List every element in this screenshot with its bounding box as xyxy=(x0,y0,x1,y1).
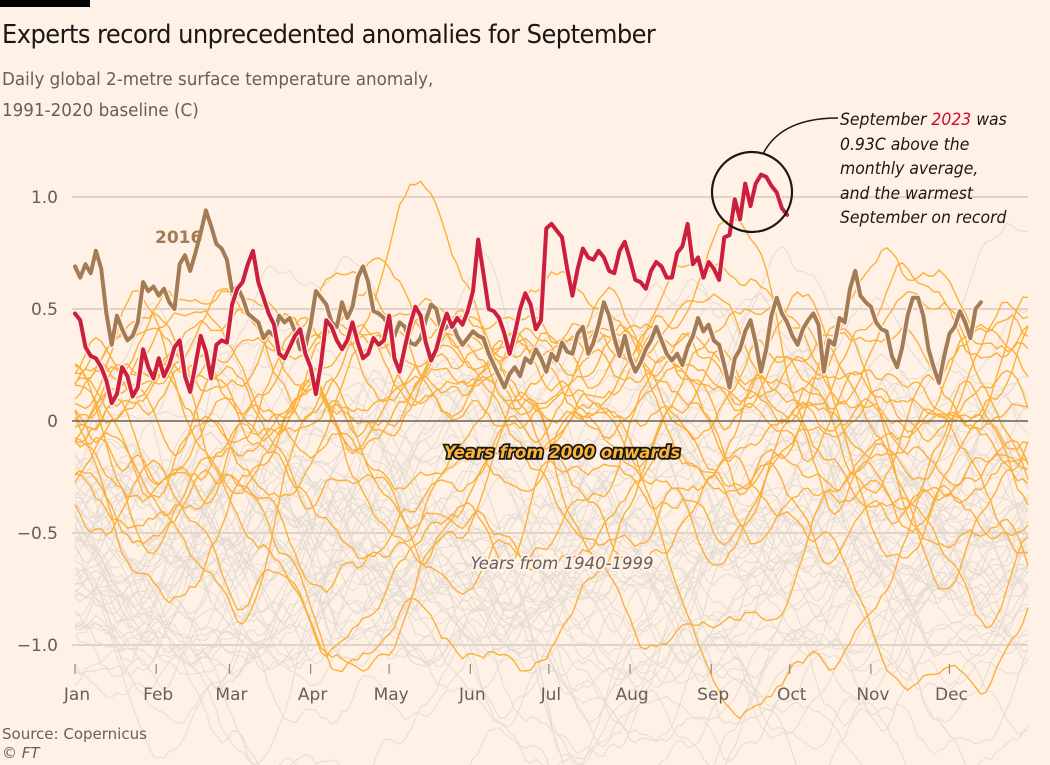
series-line-1940-1999 xyxy=(74,462,1029,630)
annotation-text: September xyxy=(840,110,932,130)
x-tick-label: Feb xyxy=(143,685,173,705)
copyright-note: © FT xyxy=(2,744,40,762)
series-line-1940-1999 xyxy=(74,553,1029,765)
source-note: Source: Copernicus xyxy=(2,725,147,743)
annotation-line-2: 0.93C above the xyxy=(840,134,970,155)
y-tick-label: 0 xyxy=(47,412,58,432)
annotation-line-5: September on record xyxy=(840,208,1007,228)
series-line-2000-onwards xyxy=(74,286,1029,545)
annotation-september-2023: September 2023 was 0.93C above the month… xyxy=(840,108,1007,231)
annotation-line-4: and the warmest xyxy=(840,183,973,204)
series-line-2000-onwards xyxy=(74,354,1029,561)
subtitle-line-1: Daily global 2-metre surface temperature… xyxy=(2,69,434,90)
series-line-1940-1999 xyxy=(74,473,1029,658)
series-line-2000-onwards xyxy=(74,380,1029,594)
series-line-1940-1999 xyxy=(74,362,1029,526)
callout-circle xyxy=(710,150,794,234)
series-line-1940-1999 xyxy=(74,348,1029,669)
label-years-1940-1999: Years from 1940-1999 xyxy=(470,554,653,573)
x-tick-label: Aug xyxy=(615,685,648,705)
series-line-1940-1999 xyxy=(74,440,1029,658)
series-line-2000-onwards xyxy=(74,270,1029,503)
copyright-name: FT xyxy=(21,744,40,762)
series-line-2000-onwards xyxy=(74,257,1029,590)
annotation-line-1: September 2023 was xyxy=(840,108,1007,133)
x-tick-label: Dec xyxy=(935,685,968,705)
series-line-2000-onwards xyxy=(74,262,1029,459)
series-line-1940-1999 xyxy=(74,401,1029,585)
series-line-1940-1999 xyxy=(74,251,1029,516)
x-tick-label: Mar xyxy=(215,685,247,705)
copyright-symbol: © xyxy=(2,744,17,762)
y-tick-label: 1.0 xyxy=(31,188,58,208)
series-line-2000-onwards xyxy=(74,391,1029,696)
x-tick-label: May xyxy=(374,685,409,705)
x-axis: Jan Feb Mar Apr May Jun Jul Aug Sep Oct Nov Dec xyxy=(63,664,968,705)
series-line-2000-onwards xyxy=(74,311,1029,658)
series-line-2000-onwards xyxy=(74,331,1029,492)
september-callout xyxy=(710,117,839,234)
y-tick-label: 0.5 xyxy=(31,300,58,320)
x-tick-label: Jun xyxy=(458,685,486,705)
series-line-1940-1999 xyxy=(74,462,1029,748)
annotation-highlight-year: 2023 xyxy=(931,110,972,130)
y-tick-label: −1.0 xyxy=(17,636,58,656)
series-line-1940-1999 xyxy=(74,476,1029,663)
series-line-1940-1999 xyxy=(74,442,1029,765)
series-line-1940-1999 xyxy=(74,388,1029,679)
chart-annotations: 2016 Years from 2000 onwards Years from … xyxy=(155,228,682,575)
series-line-1940-1999 xyxy=(74,572,1029,765)
series-line-1940-1999 xyxy=(74,404,1029,724)
series-line-2000-onwards xyxy=(74,291,1029,673)
series-group-1940-1999 xyxy=(74,222,1029,765)
x-tick-label: Sep xyxy=(697,685,729,705)
y-tick-label: −0.5 xyxy=(17,524,58,544)
x-tick-label: Nov xyxy=(856,685,889,705)
series-line-2000-onwards xyxy=(74,335,1029,555)
annotation-text: was xyxy=(971,110,1007,130)
series-line-1940-1999 xyxy=(74,415,1029,617)
series-line-2000-onwards xyxy=(74,378,1029,625)
series-line-1940-1999 xyxy=(74,439,1029,756)
y-axis-labels: 1.0 0.5 0 −0.5 −1.0 xyxy=(17,188,58,656)
series-line-1940-1999 xyxy=(74,643,907,765)
series-line-2000-onwards xyxy=(74,218,1029,543)
x-tick-label: Oct xyxy=(777,685,807,705)
subtitle-line-2: 1991-2020 baseline (C) xyxy=(2,100,199,121)
label-years-2000-onwards: Years from 2000 onwards xyxy=(444,443,681,462)
x-tick-label: Jan xyxy=(63,685,90,705)
series-line-2000-onwards xyxy=(74,261,1029,559)
x-tick-label: Apr xyxy=(298,685,327,705)
highlighted-series xyxy=(71,171,985,407)
chart-subtitle: Daily global 2-metre surface temperature… xyxy=(2,64,433,126)
series-line-1940-1999 xyxy=(75,377,1029,690)
label-2016: 2016 xyxy=(155,228,202,248)
callout-leader-line xyxy=(762,117,839,155)
chart-title: Experts record unprecedented anomalies f… xyxy=(2,20,656,50)
series-line-1940-1999 xyxy=(74,328,1029,660)
annotation-line-3: monthly average, xyxy=(840,159,979,179)
ft-brand-bar xyxy=(0,0,90,7)
series-line-1940-1999 xyxy=(74,395,1029,765)
series-line-2000-onwards xyxy=(74,180,1029,444)
series-line-2016 xyxy=(73,208,983,390)
x-tick-label: Jul xyxy=(540,685,562,705)
series-line-1940-1999 xyxy=(74,394,1029,727)
series-line-2023 xyxy=(73,172,790,406)
series-line-1940-1999 xyxy=(74,411,1029,765)
series-line-1940-1999 xyxy=(74,375,1029,649)
